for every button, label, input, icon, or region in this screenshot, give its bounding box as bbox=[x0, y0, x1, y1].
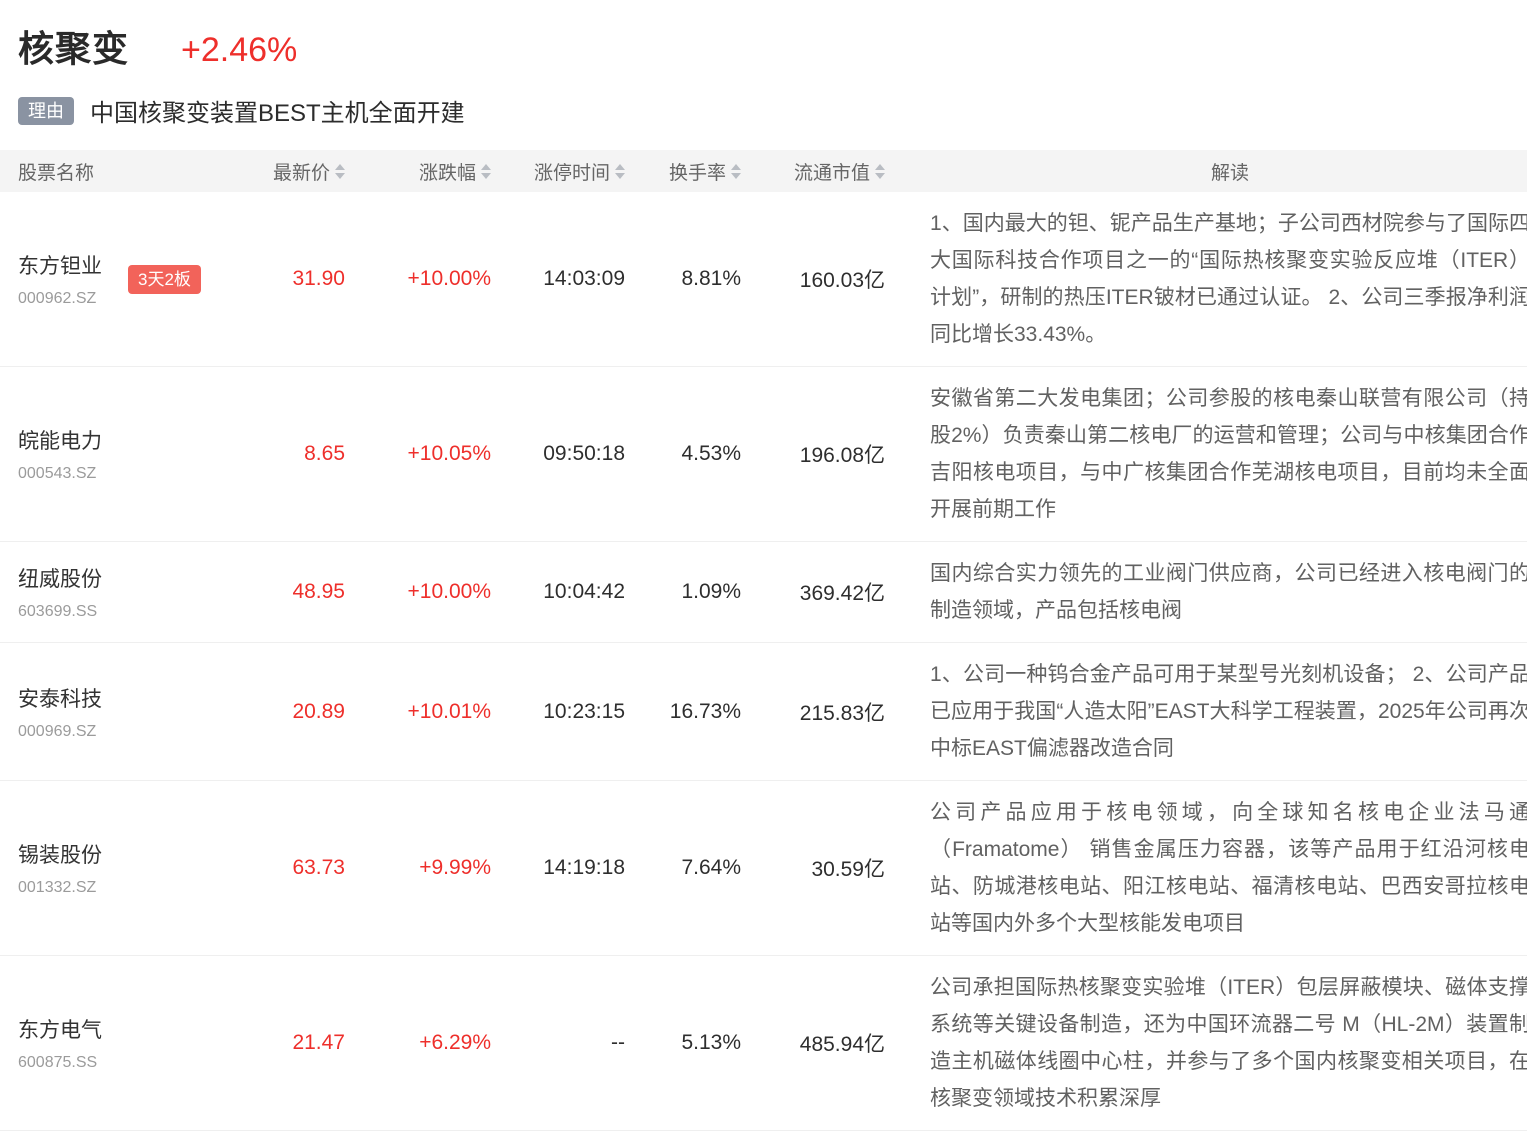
price-cell: 20.89 bbox=[292, 699, 345, 723]
col-header-limit-time[interactable]: 涨停时间 bbox=[491, 158, 625, 185]
limit-time-cell: 10:04:42 bbox=[543, 580, 625, 603]
turnover-cell: 5.13% bbox=[681, 1031, 741, 1054]
stock-name[interactable]: 皖能电力 bbox=[18, 430, 102, 453]
stock-code: 603699.SS bbox=[18, 603, 98, 620]
reason-line: 理由 中国核聚变装置BEST主机全面开建 bbox=[18, 93, 1527, 128]
analysis-cell: 1、公司一种钨合金产品可用于某型号光刻机设备； 2、公司产品已应用于我国“人造太… bbox=[930, 663, 1527, 760]
limit-time-cell: -- bbox=[611, 1031, 625, 1054]
analysis-cell: 公司产品应用于核电领域，向全球知名核电企业法马通（Framatome） 销售金属… bbox=[930, 801, 1527, 935]
market-cap-cell: 369.42亿 bbox=[799, 582, 885, 605]
analysis-cell: 1、国内最大的钽、铌产品生产基地；子公司西材院参与了国际四大国际科技合作项目之一… bbox=[930, 212, 1527, 346]
limit-up-badge: 3天2板 bbox=[128, 264, 201, 294]
sector-change: +2.46% bbox=[181, 31, 298, 69]
stock-name[interactable]: 东方钽业 bbox=[18, 255, 102, 278]
market-cap-cell: 196.08亿 bbox=[799, 444, 885, 467]
name-stack: 安泰科技 000969.SZ bbox=[18, 683, 102, 741]
stock-name-cell: 安泰科技 000969.SZ bbox=[0, 683, 250, 741]
col-header-price-label: 最新价 bbox=[272, 162, 330, 184]
turnover-cell: 16.73% bbox=[669, 699, 741, 723]
stock-table: 股票名称 最新价 涨跌幅 涨停时间 换手率 流通市值 解读 东方钽业 00096… bbox=[0, 150, 1527, 1131]
stock-code: 000969.SZ bbox=[18, 722, 97, 740]
sort-icon bbox=[615, 163, 625, 179]
limit-time-cell: 14:03:09 bbox=[543, 267, 625, 290]
stock-name[interactable]: 安泰科技 bbox=[18, 687, 102, 711]
sector-title: 核聚变 bbox=[18, 28, 130, 69]
stock-name-cell: 锡装股份 001332.SZ bbox=[0, 839, 250, 897]
stock-code: 000962.SZ bbox=[18, 290, 97, 307]
change-cell: +6.29% bbox=[419, 1031, 491, 1054]
market-cap-cell: 485.94亿 bbox=[799, 1033, 885, 1056]
turnover-cell: 7.64% bbox=[681, 856, 741, 879]
change-cell: +10.00% bbox=[407, 267, 492, 290]
analysis-cell: 国内综合实力领先的工业阀门供应商，公司已经进入核电阀门的制造领域，产品包括核电阀 bbox=[930, 562, 1527, 622]
table-row[interactable]: 锡装股份 001332.SZ 63.73 +9.99% 14:19:18 7.6… bbox=[0, 781, 1527, 956]
name-stack: 东方电气 600875.SS bbox=[18, 1014, 102, 1072]
turnover-cell: 4.53% bbox=[681, 442, 741, 465]
change-cell: +9.99% bbox=[419, 856, 491, 879]
reason-badge: 理由 bbox=[18, 96, 74, 125]
market-cap-cell: 160.03亿 bbox=[799, 269, 885, 292]
table-row[interactable]: 皖能电力 000543.SZ 8.65 +10.05% 09:50:18 4.5… bbox=[0, 367, 1527, 542]
table-header-row: 股票名称 最新价 涨跌幅 涨停时间 换手率 流通市值 解读 bbox=[0, 150, 1527, 192]
col-header-change[interactable]: 涨跌幅 bbox=[345, 158, 491, 185]
table-row[interactable]: 东方钽业 000962.SZ 3天2板 31.90 +10.00% 14:03:… bbox=[0, 192, 1527, 367]
col-header-market-cap-label: 流通市值 bbox=[793, 162, 870, 184]
sort-icon bbox=[335, 163, 345, 179]
stock-name-cell: 皖能电力 000543.SZ bbox=[0, 425, 250, 483]
reason-text: 中国核聚变装置BEST主机全面开建 bbox=[90, 100, 465, 127]
col-header-analysis: 解读 bbox=[1210, 162, 1249, 184]
analysis-cell: 安徽省第二大发电集团；公司参股的核电秦山联营有限公司（持股2%）负责秦山第二核电… bbox=[930, 387, 1527, 521]
col-header-limit-time-label: 涨停时间 bbox=[533, 162, 610, 184]
stock-name[interactable]: 锡装股份 bbox=[18, 844, 102, 867]
name-stack: 锡装股份 001332.SZ bbox=[18, 839, 102, 897]
price-cell: 8.65 bbox=[304, 442, 345, 465]
col-header-turnover[interactable]: 换手率 bbox=[625, 158, 741, 185]
col-header-price[interactable]: 最新价 bbox=[250, 158, 345, 185]
limit-time-cell: 09:50:18 bbox=[543, 442, 625, 465]
stock-code: 000543.SZ bbox=[18, 465, 97, 482]
price-cell: 48.95 bbox=[292, 580, 345, 603]
limit-time-cell: 14:19:18 bbox=[543, 856, 625, 879]
title-line: 核聚变 +2.46% bbox=[18, 20, 1527, 72]
stock-code: 600875.SS bbox=[18, 1054, 98, 1071]
table-row[interactable]: 安泰科技 000969.SZ 20.89 +10.01% 10:23:15 16… bbox=[0, 643, 1527, 781]
change-cell: +10.00% bbox=[407, 580, 492, 603]
sort-icon bbox=[875, 163, 885, 179]
stock-name[interactable]: 东方电气 bbox=[18, 1019, 102, 1042]
name-stack: 纽威股份 603699.SS bbox=[18, 563, 102, 621]
price-cell: 63.73 bbox=[292, 856, 345, 879]
table-row[interactable]: 纽威股份 603699.SS 48.95 +10.00% 10:04:42 1.… bbox=[0, 542, 1527, 643]
sort-icon bbox=[481, 163, 491, 179]
table-row[interactable]: 东方电气 600875.SS 21.47 +6.29% -- 5.13% 485… bbox=[0, 956, 1527, 1131]
price-cell: 21.47 bbox=[292, 1031, 345, 1054]
turnover-cell: 1.09% bbox=[681, 580, 741, 603]
sector-header: 核聚变 +2.46% 理由 中国核聚变装置BEST主机全面开建 bbox=[0, 0, 1527, 128]
col-header-change-label: 涨跌幅 bbox=[418, 162, 476, 184]
col-header-stock-name: 股票名称 bbox=[18, 162, 95, 184]
price-cell: 31.90 bbox=[292, 267, 345, 290]
analysis-cell: 公司承担国际热核聚变实验堆（ITER）包层屏蔽模块、磁体支撑系统等关键设备制造，… bbox=[930, 976, 1527, 1110]
change-cell: +10.05% bbox=[407, 442, 492, 465]
stock-name-cell: 纽威股份 603699.SS bbox=[0, 563, 250, 621]
col-header-market-cap[interactable]: 流通市值 bbox=[741, 158, 885, 185]
stock-name-cell: 东方钽业 000962.SZ 3天2板 bbox=[0, 250, 250, 308]
change-cell: +10.01% bbox=[407, 699, 492, 723]
stock-code: 001332.SZ bbox=[18, 879, 97, 896]
market-cap-cell: 30.59亿 bbox=[811, 858, 885, 881]
stock-name[interactable]: 纽威股份 bbox=[18, 568, 102, 591]
sort-icon bbox=[731, 163, 741, 179]
turnover-cell: 8.81% bbox=[681, 267, 741, 290]
stock-name-cell: 东方电气 600875.SS bbox=[0, 1014, 250, 1072]
name-stack: 皖能电力 000543.SZ bbox=[18, 425, 102, 483]
col-header-turnover-label: 换手率 bbox=[668, 162, 726, 184]
limit-time-cell: 10:23:15 bbox=[543, 699, 625, 723]
name-stack: 东方钽业 000962.SZ bbox=[18, 250, 102, 308]
market-cap-cell: 215.83亿 bbox=[799, 701, 885, 725]
